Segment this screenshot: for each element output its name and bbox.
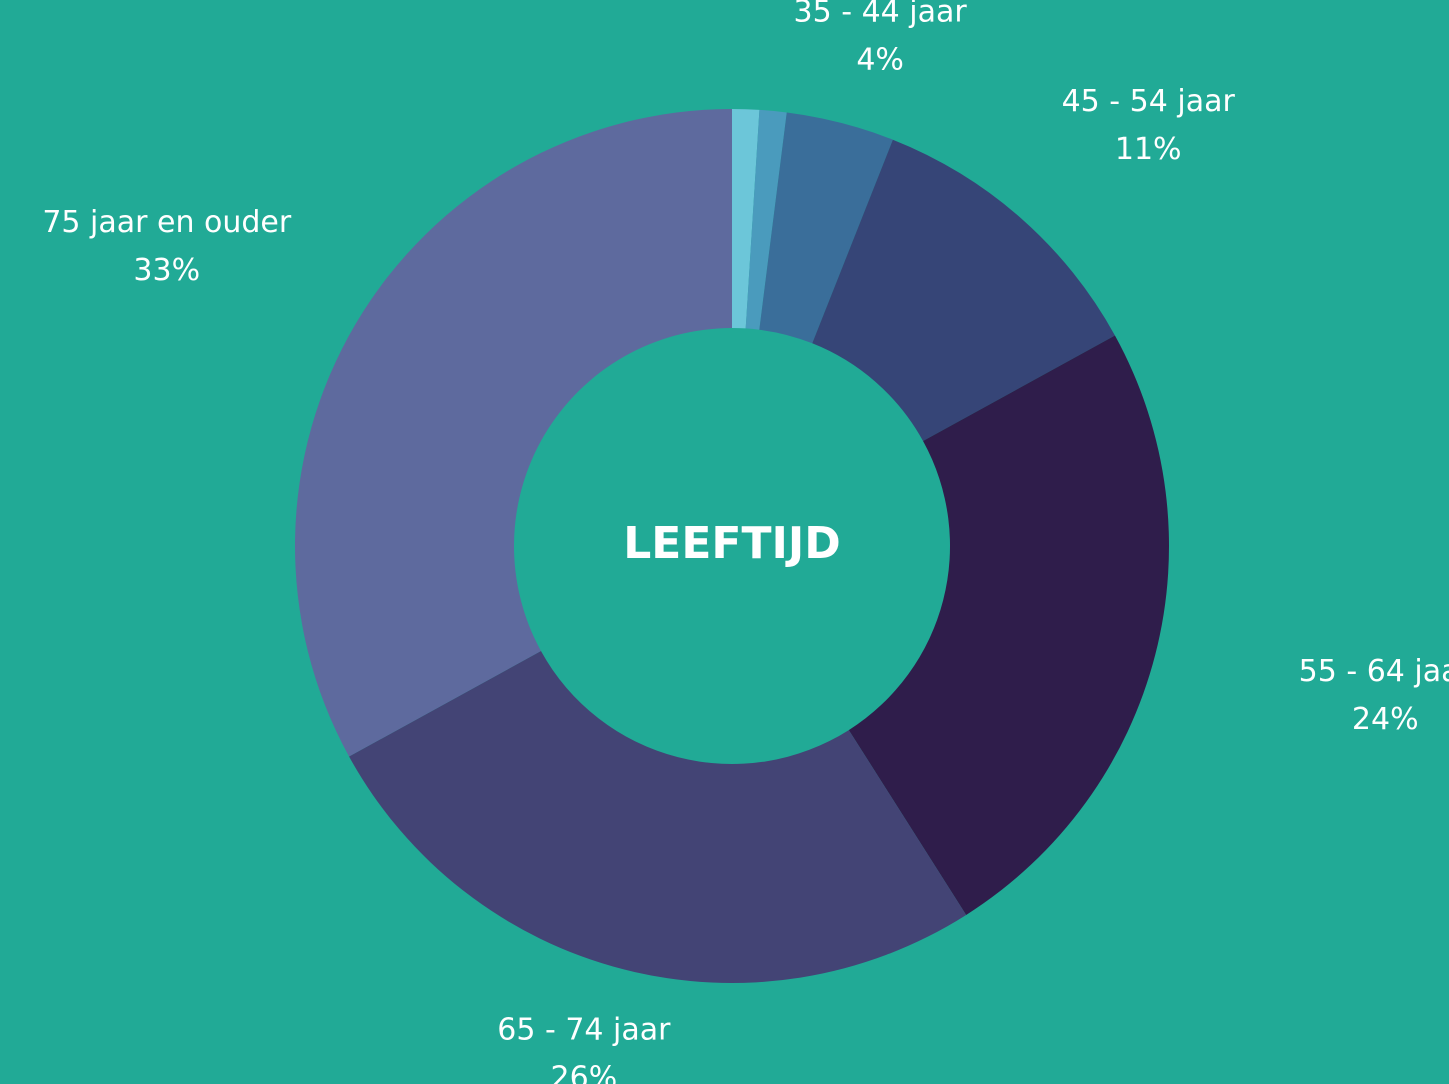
slices	[295, 109, 1170, 983]
slice-label: 75 jaar en ouder	[42, 205, 292, 240]
slice	[745, 109, 787, 330]
slice	[759, 112, 893, 344]
slice	[295, 109, 732, 757]
slice-value-label: 11%	[1115, 132, 1182, 167]
slice-value-label: 4%	[856, 42, 904, 77]
slice	[848, 335, 1170, 915]
slice	[349, 651, 967, 983]
slice	[732, 109, 760, 329]
slice-label: 55 - 64 jaar	[1299, 654, 1449, 689]
chart-title: LEEFTIJD	[623, 518, 841, 569]
slice-value-label: 33%	[133, 253, 200, 288]
slice-value-label: 24%	[1352, 702, 1419, 737]
slice	[812, 139, 1115, 441]
slice-label: 45 - 54 jaar	[1062, 84, 1236, 119]
slice-label: 65 - 74 jaar	[497, 1013, 671, 1048]
slice-value-label: 26%	[551, 1061, 618, 1084]
slice-label: 35 - 44 jaar	[794, 0, 968, 29]
